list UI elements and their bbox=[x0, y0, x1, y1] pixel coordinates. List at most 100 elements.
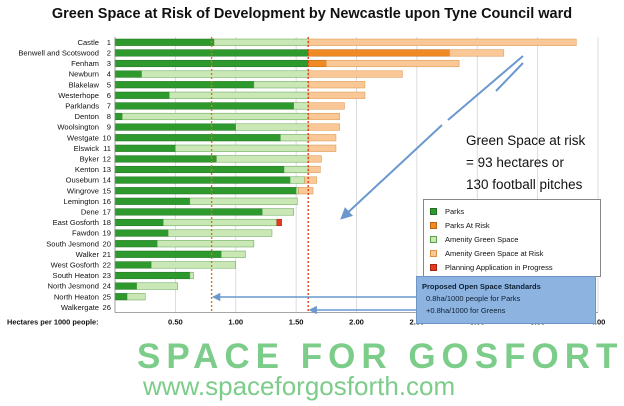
legend-item-parks-at-risk: Parks At Risk bbox=[430, 220, 490, 231]
bar-segment bbox=[114, 261, 152, 269]
bar-segment bbox=[114, 187, 297, 195]
bar-segment bbox=[307, 134, 337, 142]
bar-segment bbox=[114, 218, 164, 227]
bar-segment bbox=[295, 187, 299, 195]
category-label: Dene bbox=[81, 208, 99, 217]
rank-label: 21 bbox=[103, 250, 111, 259]
rank-label: 24 bbox=[103, 282, 111, 291]
bar-segment bbox=[307, 38, 577, 46]
bar-segment bbox=[167, 229, 273, 237]
x-tick-label: 1.00 bbox=[228, 318, 243, 327]
category-label: Walkergate bbox=[61, 303, 99, 312]
rank-label: 19 bbox=[103, 229, 111, 238]
website-link[interactable]: www.spaceforgosforth.com bbox=[143, 371, 456, 401]
bar-segment bbox=[175, 144, 309, 152]
bar-segment bbox=[189, 271, 194, 280]
legend-swatch bbox=[430, 250, 437, 257]
standards-line: 0.8ha/1000 people for Parks bbox=[426, 294, 521, 303]
legend-item-amenity: Amenity Green Space bbox=[430, 234, 518, 245]
legend-swatch bbox=[430, 264, 437, 271]
bar-segment bbox=[114, 102, 294, 110]
bar-segment bbox=[307, 123, 340, 131]
category-label: West Gosforth bbox=[51, 261, 99, 270]
x-tick-label: 1.50 bbox=[289, 318, 304, 327]
rank-label: 11 bbox=[103, 144, 111, 153]
rank-label: 6 bbox=[107, 91, 111, 100]
bar-segment bbox=[114, 282, 137, 290]
bar-segment bbox=[307, 49, 450, 57]
rank-label: 8 bbox=[107, 112, 111, 121]
bar-segment bbox=[276, 218, 282, 227]
category-label: Blakelaw bbox=[69, 80, 100, 89]
bars bbox=[114, 38, 577, 301]
category-label: Woolsington bbox=[57, 123, 99, 132]
legend-label: Parks At Risk bbox=[445, 221, 490, 230]
bar-segment bbox=[114, 208, 263, 216]
bar-segment bbox=[114, 38, 215, 46]
rank-label: 7 bbox=[107, 102, 111, 111]
bar-segment bbox=[114, 123, 236, 131]
bar-segment bbox=[114, 81, 255, 89]
bar-segment bbox=[280, 134, 309, 142]
category-label: Lemington bbox=[64, 197, 99, 206]
rank-label: 9 bbox=[107, 123, 111, 132]
bar-segment bbox=[189, 197, 298, 205]
legend-label: Parks bbox=[445, 207, 465, 216]
bar-segment bbox=[307, 144, 337, 152]
category-label: Kenton bbox=[75, 165, 99, 174]
annotation-line: Green Space at risk bbox=[466, 133, 586, 148]
legend-label: Planning Application in Progress bbox=[445, 263, 553, 272]
category-label: South Heaton bbox=[53, 271, 99, 280]
bar-segment bbox=[136, 282, 179, 290]
rank-label: 16 bbox=[103, 197, 111, 206]
bar-segment bbox=[307, 91, 366, 99]
legend: Parks Parks At Risk Amenity Green Space … bbox=[423, 199, 601, 277]
bar-segment bbox=[262, 208, 294, 216]
bar-segment bbox=[307, 155, 322, 163]
rank-label: 12 bbox=[103, 155, 111, 164]
bar-segment bbox=[304, 176, 317, 184]
bar-segment bbox=[307, 165, 321, 174]
category-labels: Castle 1 Benwell and Scotswood 2 Fenham 3 Newb… bbox=[18, 38, 111, 312]
rank-label: 5 bbox=[107, 80, 111, 89]
bar-segment bbox=[121, 112, 309, 121]
bar-segment bbox=[307, 59, 327, 68]
category-label: Castle bbox=[77, 38, 99, 47]
bar-segment bbox=[126, 293, 146, 301]
legend-item-amenity-at-risk: Amenity Green Space at Risk bbox=[430, 248, 543, 259]
brand-logo-text: SPACE FOR GOSFORTH bbox=[137, 337, 624, 376]
bar-segment bbox=[289, 176, 305, 184]
rank-label: 1 bbox=[107, 38, 111, 47]
rank-label: 17 bbox=[103, 208, 111, 217]
category-label: North Heaton bbox=[54, 292, 99, 301]
bar-segment bbox=[213, 38, 309, 46]
category-label: Walker bbox=[76, 250, 100, 259]
bar-segment bbox=[114, 176, 291, 184]
rank-label: 22 bbox=[103, 261, 111, 270]
rank-label: 2 bbox=[107, 49, 111, 58]
bar-segment bbox=[163, 218, 278, 227]
annotation-arrows bbox=[211, 55, 524, 315]
rank-label: 13 bbox=[103, 165, 111, 174]
bar-segment bbox=[114, 155, 217, 163]
bar-segment bbox=[307, 112, 340, 121]
bar-segment bbox=[114, 197, 191, 205]
bar-segment bbox=[114, 134, 281, 142]
rank-label: 25 bbox=[103, 292, 111, 301]
bar-segment bbox=[114, 91, 170, 99]
category-label: Benwell and Scotswood bbox=[18, 49, 99, 58]
rank-label: 26 bbox=[103, 303, 111, 312]
rank-label: 20 bbox=[103, 239, 111, 248]
bar-segment bbox=[169, 91, 309, 99]
bar-segment bbox=[326, 59, 460, 68]
arrow-annotation-top bbox=[495, 62, 524, 92]
bar-segment bbox=[157, 240, 255, 248]
category-label: East Gosforth bbox=[53, 218, 99, 227]
x-tick-label: 0.50 bbox=[168, 318, 183, 327]
category-label: North Jesmond bbox=[48, 282, 100, 291]
bar-segment bbox=[114, 293, 128, 301]
x-tick-label: 4.00 bbox=[591, 318, 606, 327]
rank-label: 10 bbox=[103, 133, 111, 142]
legend-item-parks: Parks bbox=[430, 206, 464, 217]
